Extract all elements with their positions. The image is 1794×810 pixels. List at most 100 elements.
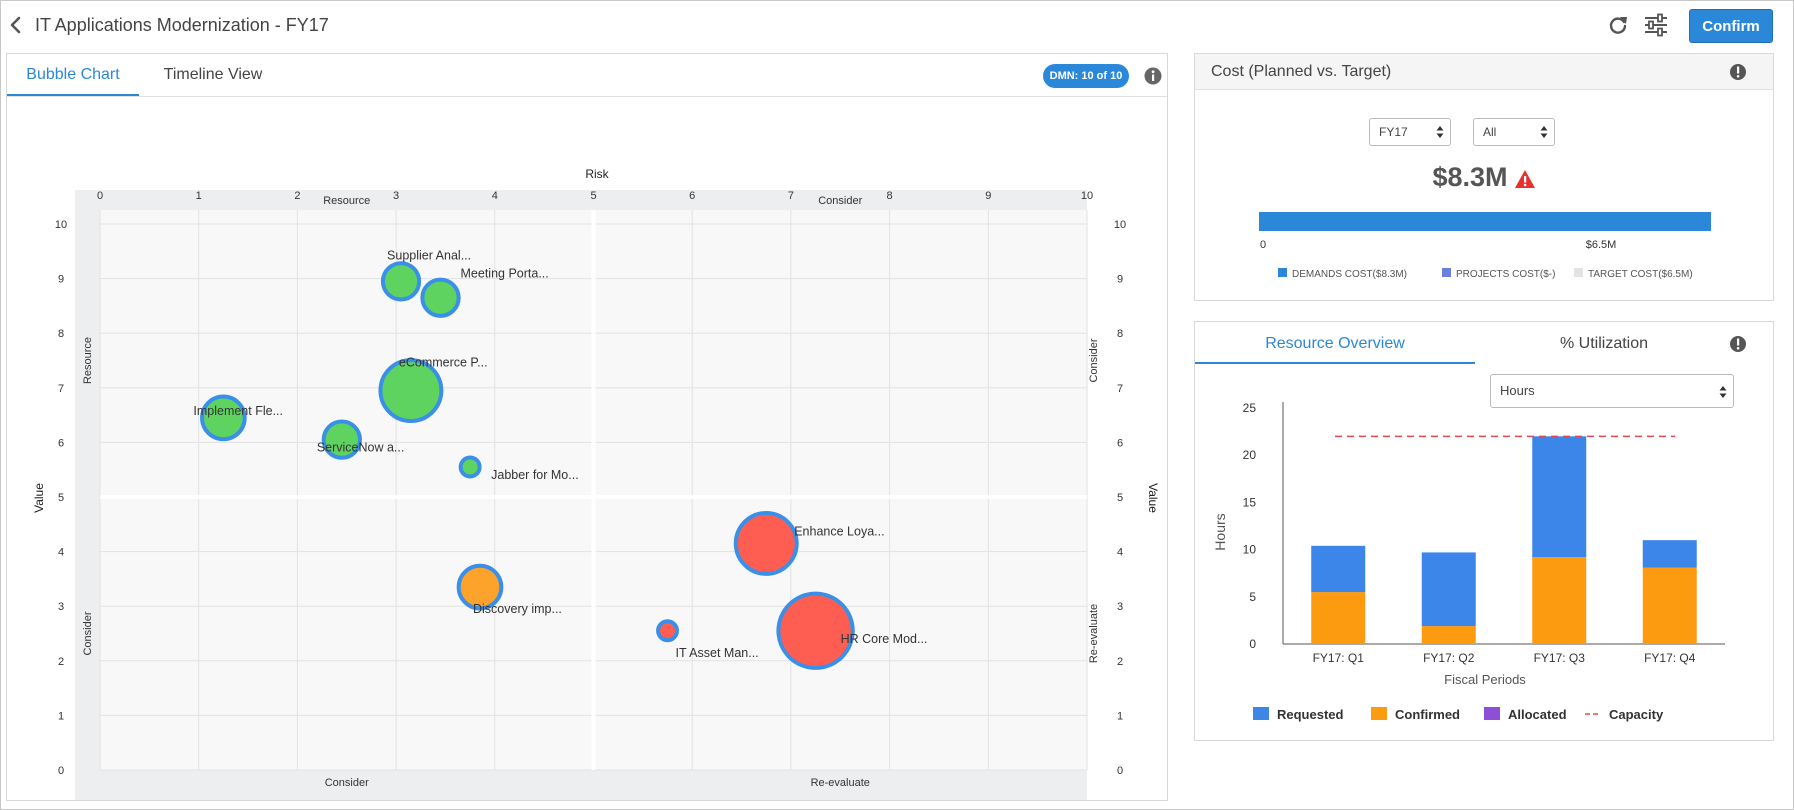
x-tick-label-top: 4	[492, 190, 498, 202]
y-tick-label-left: 4	[58, 547, 64, 559]
bubble-label: Jabber for Mo...	[491, 468, 579, 482]
legend-label-allocated: Allocated	[1508, 707, 1567, 722]
y-axis-title-left: Value	[32, 483, 46, 513]
bar-confirmed	[1642, 567, 1697, 644]
bubble	[200, 394, 247, 442]
legend-swatch-allocated	[1484, 707, 1500, 720]
tabs-divider	[7, 96, 1167, 97]
y-tick-label-left: 5	[58, 492, 64, 504]
bar-confirmed	[1421, 626, 1476, 644]
y-tick-label-right: 1	[1117, 710, 1123, 722]
fiscal-year-select[interactable]: FY17	[1369, 118, 1451, 146]
chevron-left-icon[interactable]	[9, 15, 23, 35]
cost-bar-start-label: 0	[1260, 239, 1266, 251]
cost-legend-label: PROJECTS COST($-)	[1456, 269, 1555, 280]
quadrant-label-left-top: Resource	[82, 337, 94, 384]
bubble-chart-panel: Bubble Chart Timeline View DMN: 10 of 10…	[6, 53, 1168, 801]
y-tick-label-right: 8	[1117, 328, 1123, 340]
y-tick-label-right: 2	[1117, 656, 1123, 668]
y-tick-label-right: 3	[1117, 601, 1123, 613]
bubble	[321, 419, 362, 460]
alert-icon[interactable]	[1729, 335, 1747, 353]
x-tick-label-top: 6	[689, 190, 695, 202]
y-tick-label-left: 7	[58, 383, 64, 395]
quadrant-label-bottom-right: Re-evaluate	[811, 777, 870, 789]
bar-requested	[1311, 545, 1366, 593]
tab-utilization[interactable]: % Utilization	[1559, 335, 1649, 352]
cost-legend-swatch	[1442, 268, 1451, 277]
tab-timeline-view[interactable]: Timeline View	[163, 66, 263, 83]
sort-arrows-icon	[1719, 386, 1727, 398]
y-tick-label-right: 9	[1117, 274, 1123, 286]
alert-icon[interactable]	[1729, 63, 1747, 81]
x-tick-label-top: 7	[788, 190, 794, 202]
bubble-label: Supplier Anal...	[387, 248, 471, 262]
refresh-icon[interactable]	[1607, 14, 1629, 36]
quadrant-label-top-right: Consider	[818, 195, 862, 207]
cost-legend-swatch	[1574, 268, 1583, 277]
sort-arrows-icon	[1436, 126, 1444, 138]
legend-swatch-requested	[1253, 707, 1269, 720]
cost-legend-label: TARGET COST($6.5M)	[1588, 269, 1693, 280]
unit-select-value: Hours	[1500, 383, 1535, 398]
y-tick-label-left: 1	[58, 710, 64, 722]
tab-bubble-chart[interactable]: Bubble Chart	[7, 54, 139, 96]
x-tick-label: FY17: Q4	[1644, 651, 1696, 665]
quadrant-label-top-left: Resource	[323, 195, 370, 207]
cost-panel: Cost (Planned vs. Target) FY17 All $8.3M	[1194, 53, 1774, 301]
bar-confirmed	[1311, 592, 1366, 644]
confirm-button[interactable]: Confirm	[1689, 9, 1773, 43]
total-cost-value: $8.3M	[1195, 162, 1773, 193]
x-tick-label-top: 9	[985, 190, 991, 202]
bubble-label: Meeting Porta...	[461, 267, 549, 281]
cost-filter-select-value: All	[1483, 125, 1497, 139]
bubble	[458, 455, 482, 479]
legend-label-capacity: Capacity	[1609, 707, 1664, 722]
cost-filter-select[interactable]: All	[1473, 118, 1555, 146]
legend-label-confirmed: Confirmed	[1395, 707, 1460, 722]
cost-panel-header: Cost (Planned vs. Target)	[1195, 54, 1773, 90]
bubble	[420, 277, 461, 318]
fiscal-year-select-value: FY17	[1379, 125, 1408, 139]
bubble	[656, 619, 680, 643]
demands-cost-bar	[1259, 212, 1711, 231]
quadrant-label-right-bottom: Re-evaluate	[1088, 604, 1100, 663]
info-icon[interactable]	[1144, 67, 1162, 85]
tab-resource-overview[interactable]: Resource Overview	[1195, 322, 1475, 364]
sliders-icon[interactable]	[1643, 13, 1669, 37]
sort-arrows-icon	[1540, 126, 1548, 138]
x-tick-label-top: 3	[393, 190, 399, 202]
quadrant-label-left-bottom: Consider	[82, 611, 94, 655]
x-tick-label-top: 8	[887, 190, 893, 202]
y-tick-label: 20	[1243, 448, 1257, 462]
bubble-label: Implement Fle...	[193, 404, 283, 418]
cost-legend-label: DEMANDS COST($8.3M)	[1292, 269, 1407, 280]
page-title: IT Applications Modernization - FY17	[35, 15, 329, 35]
y-tick-label-right: 6	[1117, 437, 1123, 449]
y-tick-label-right: 7	[1117, 383, 1123, 395]
bubble-label: Enhance Loya...	[794, 524, 884, 538]
bubble	[776, 591, 855, 670]
y-axis-title-right: Value	[1146, 483, 1160, 513]
y-tick-label-right: 4	[1117, 547, 1123, 559]
warning-triangle-icon	[1514, 169, 1535, 188]
y-tick-label: 15	[1243, 495, 1257, 509]
x-tick-label-top: 5	[590, 190, 596, 202]
y-tick-label-left: 0	[58, 765, 64, 777]
x-tick-label-top: 0	[97, 190, 103, 202]
y-axis-title: Hours	[1212, 513, 1228, 550]
bar-confirmed	[1532, 557, 1587, 644]
bubble-label: ServiceNow a...	[317, 441, 405, 455]
y-tick-label: 25	[1243, 401, 1257, 415]
resource-bar-chart: 0 5 10 15 20 25 Hours FY17: Q1 FY17: Q2 FY17: Q3 F…	[1212, 401, 1725, 722]
y-tick-label-left: 6	[58, 437, 64, 449]
unit-select[interactable]: Hours	[1490, 374, 1734, 408]
y-tick-label-right: 10	[1114, 219, 1126, 231]
bubble	[380, 261, 422, 302]
quadrant-label-bottom-left: Consider	[325, 777, 369, 789]
x-axis-title: Fiscal Periods	[1444, 672, 1526, 687]
y-tick-label-right: 0	[1117, 765, 1123, 777]
bubble	[378, 358, 444, 423]
bubble	[456, 563, 504, 611]
